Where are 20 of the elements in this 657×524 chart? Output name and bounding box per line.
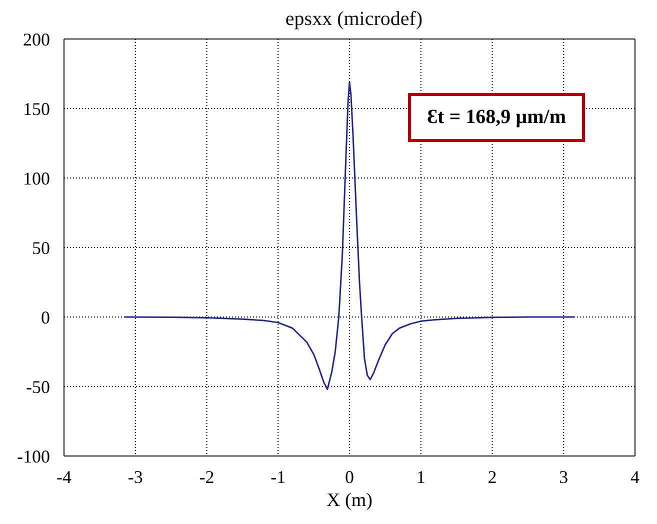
x-tick-label: 3 [559,466,568,487]
y-tick-label: 150 [23,98,50,119]
y-tick-label: -100 [17,446,50,466]
x-tick-label: 4 [630,466,640,487]
x-tick-label: -2 [199,466,214,487]
y-tick-label: 100 [23,168,50,188]
x-axis-title: X (m) [326,490,372,511]
x-tick-label: 0 [345,466,354,487]
x-tick-label: -4 [56,466,72,487]
chart-title: epsxx (microdef) [284,8,424,31]
y-tick-label: 0 [41,307,50,328]
x-tick-label: -3 [128,466,143,487]
x-tick-label: 1 [416,466,426,487]
y-tick-label: 50 [32,238,50,258]
x-tick-label: -1 [270,466,286,487]
y-tick-label: 200 [23,29,50,50]
y-tick-label: -50 [26,376,50,397]
x-tick-label: 2 [488,466,497,487]
annotation: Ɛt = 168,9 µm/m [408,93,586,142]
line-series [124,81,576,390]
